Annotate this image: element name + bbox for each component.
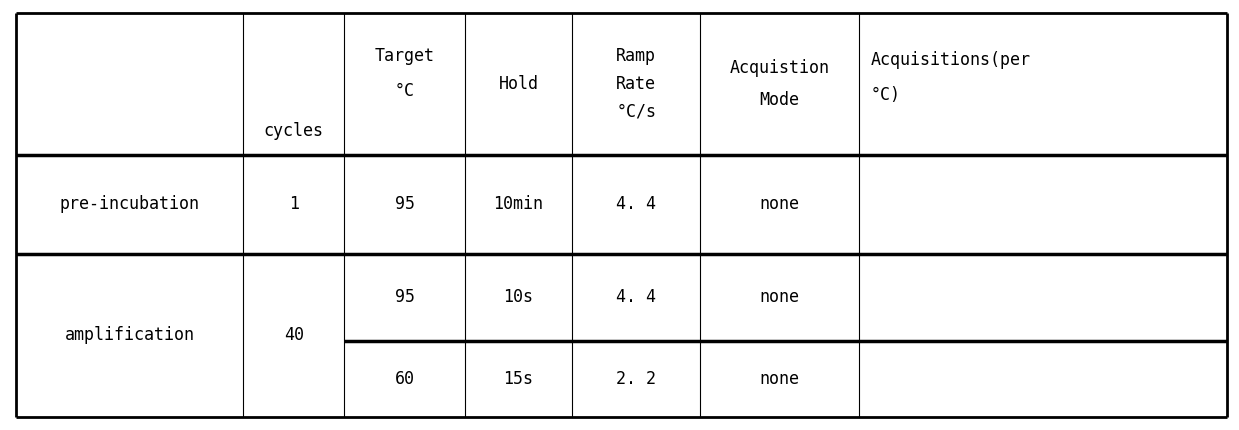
Text: 15s: 15s: [503, 370, 534, 388]
Text: Acquisitions(per
°C): Acquisitions(per °C): [871, 51, 1031, 104]
Text: 1: 1: [289, 195, 299, 213]
Text: 40: 40: [284, 326, 304, 344]
Text: 10min: 10min: [493, 195, 544, 213]
Text: pre-incubation: pre-incubation: [59, 195, 199, 213]
Text: 95: 95: [394, 195, 415, 213]
Text: 4. 4: 4. 4: [616, 288, 657, 306]
Text: 4. 4: 4. 4: [616, 195, 657, 213]
Text: 95: 95: [394, 288, 415, 306]
Text: Ramp
Rate
°C/s: Ramp Rate °C/s: [616, 47, 657, 121]
Text: amplification: amplification: [64, 326, 195, 344]
Text: none: none: [760, 370, 799, 388]
Text: Acquistion
Mode: Acquistion Mode: [730, 59, 829, 109]
Text: 60: 60: [394, 370, 415, 388]
Text: Target
°C: Target °C: [374, 47, 435, 99]
Text: Hold: Hold: [498, 75, 539, 93]
Text: 10s: 10s: [503, 288, 534, 306]
Text: none: none: [760, 195, 799, 213]
Text: none: none: [760, 288, 799, 306]
Text: cycles: cycles: [264, 122, 323, 140]
Text: 2. 2: 2. 2: [616, 370, 657, 388]
